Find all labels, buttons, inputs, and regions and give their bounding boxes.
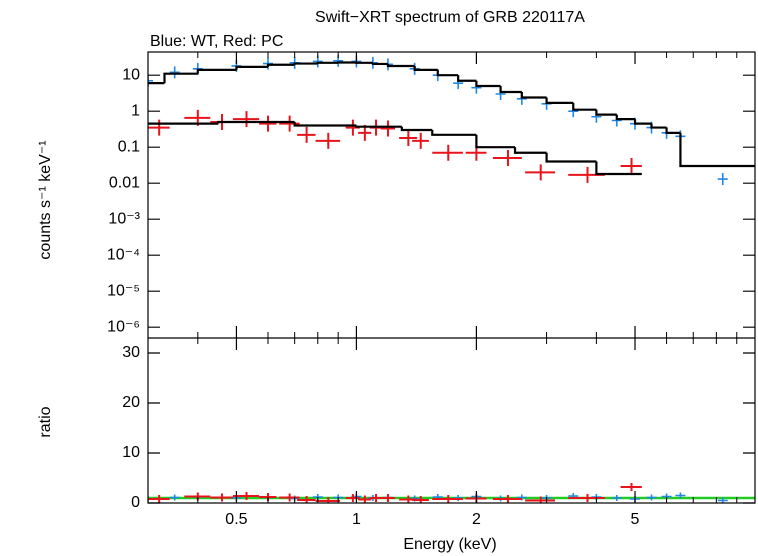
ratio-point (232, 492, 260, 500)
model-step (266, 63, 295, 67)
ratio-point (492, 495, 522, 503)
model-step (572, 102, 597, 111)
model-step (413, 65, 438, 72)
model-step (371, 62, 388, 66)
model-step (475, 134, 516, 149)
y-axis-label: counts s⁻¹ keV⁻¹ (37, 140, 54, 259)
ratio-point (516, 494, 527, 501)
data-point (432, 144, 463, 161)
x-tick-label: 1 (352, 511, 361, 528)
data-point (492, 150, 522, 167)
model-step (650, 123, 667, 129)
ratio-point (169, 494, 180, 501)
y-tick-label: 0.01 (109, 174, 140, 191)
model-step (665, 127, 681, 134)
spectrum-panel (148, 54, 755, 186)
data-point (525, 164, 556, 181)
model-step (196, 68, 237, 74)
model-step (499, 86, 522, 94)
data-point (380, 120, 396, 137)
ratio-point (380, 494, 396, 502)
model-step (436, 69, 459, 77)
ratio-point (568, 494, 605, 502)
model-step (293, 62, 318, 65)
ratio-point (620, 483, 642, 491)
ratio-panel (148, 483, 755, 503)
model-step (633, 119, 652, 125)
model-step (545, 152, 597, 163)
x-tick-label: 5 (631, 511, 640, 528)
model-step (431, 129, 477, 136)
y-tick-label: 10⁻⁴ (107, 246, 140, 263)
subtitle: Blue: WT, Red: PC (150, 33, 283, 50)
ratio-point (210, 493, 233, 502)
model-step (595, 109, 617, 116)
model-step (163, 72, 198, 84)
ratio-point (148, 495, 170, 503)
ratio-point (432, 495, 463, 503)
data-point (717, 173, 728, 186)
y-tick-label: 10⁻⁵ (107, 282, 140, 299)
ratio-point (279, 493, 300, 502)
data-point (169, 66, 180, 79)
ratio-tick-label: 20 (122, 394, 140, 411)
x-tick-label: 0.5 (225, 511, 247, 528)
y-tick-label: 10⁻³ (108, 210, 140, 227)
model-step (386, 63, 415, 68)
model-step (235, 65, 268, 70)
data-point (412, 132, 429, 149)
ratio-tick-label: 10 (122, 444, 140, 461)
ratio-axis-label: ratio (37, 406, 54, 437)
ratio-point (675, 492, 686, 499)
data-point (262, 57, 273, 70)
model-step (545, 97, 574, 104)
frame (147, 51, 756, 504)
y-tick-label: 10 (122, 66, 140, 83)
y-tick-label: 10⁻⁶ (107, 318, 140, 335)
data-point (232, 111, 260, 128)
model-step (457, 75, 477, 82)
data-point (148, 74, 153, 87)
model-step (316, 61, 339, 64)
y-tick-label: 0.1 (118, 138, 140, 155)
model-step (679, 132, 755, 168)
data-point (279, 115, 300, 132)
data-point (148, 119, 170, 136)
y-tick-label: 1 (131, 102, 140, 119)
model-step (615, 114, 636, 121)
data-point (315, 132, 341, 149)
ratio-point (369, 494, 383, 502)
data-point (399, 129, 418, 146)
x-axis-label: Energy (keV) (403, 536, 496, 553)
model-step (400, 126, 433, 132)
ratio-point (358, 495, 372, 503)
ratio-tick-label: 0 (131, 494, 140, 511)
model-step (475, 80, 501, 88)
model-step (520, 92, 547, 99)
data-point (297, 126, 316, 143)
ratio-point (611, 495, 622, 501)
model-step (513, 147, 547, 154)
x-tick-label: 2 (472, 511, 481, 528)
ratio-point (345, 494, 360, 502)
model-step (293, 122, 357, 127)
ratio-point (315, 497, 341, 503)
chart-title: Swift−XRT spectrum of GRB 220117A (315, 9, 585, 26)
ratio-point (525, 496, 556, 503)
model-step (595, 161, 642, 176)
model-step (217, 120, 295, 124)
data-point (259, 115, 277, 132)
ratio-tick-label: 30 (122, 344, 140, 361)
ratio-point (646, 494, 657, 501)
model-step (355, 125, 402, 128)
data-point (620, 157, 642, 174)
